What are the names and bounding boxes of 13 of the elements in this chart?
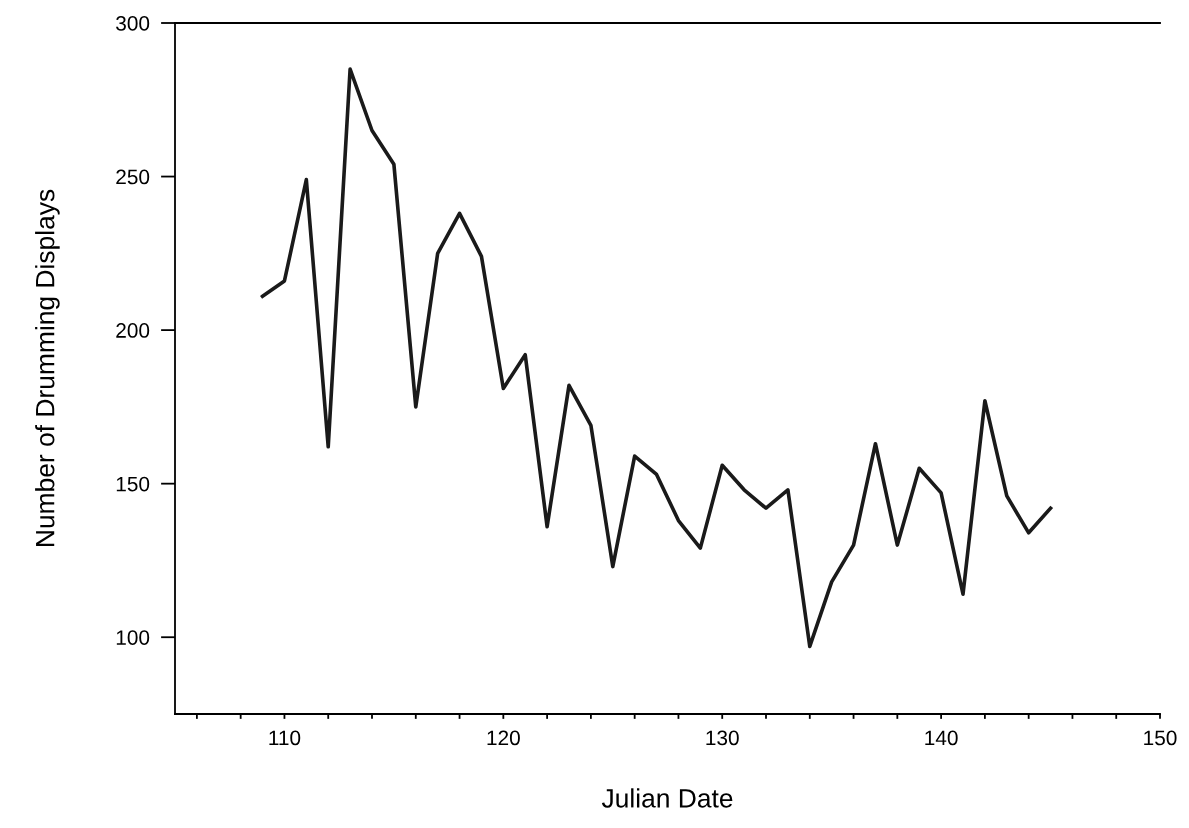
y-tick-label: 250 bbox=[116, 169, 150, 185]
y-tick-label: 150 bbox=[116, 476, 150, 492]
y-axis-title: Number of Drumming Displays bbox=[35, 189, 60, 546]
y-tick-label: 200 bbox=[116, 323, 150, 338]
x-tick-label: 140 bbox=[925, 730, 958, 746]
y-tick-label: 100 bbox=[116, 630, 150, 645]
x-tick-label: 110 bbox=[269, 730, 301, 746]
x-axis-title: Julian Date bbox=[601, 788, 733, 808]
x-tick-label: 120 bbox=[487, 730, 520, 746]
y-tick-label: 300 bbox=[116, 16, 150, 31]
line-series bbox=[260, 67, 1053, 649]
x-tick-label: 130 bbox=[706, 730, 739, 746]
x-tick-label: 150 bbox=[1144, 730, 1177, 746]
